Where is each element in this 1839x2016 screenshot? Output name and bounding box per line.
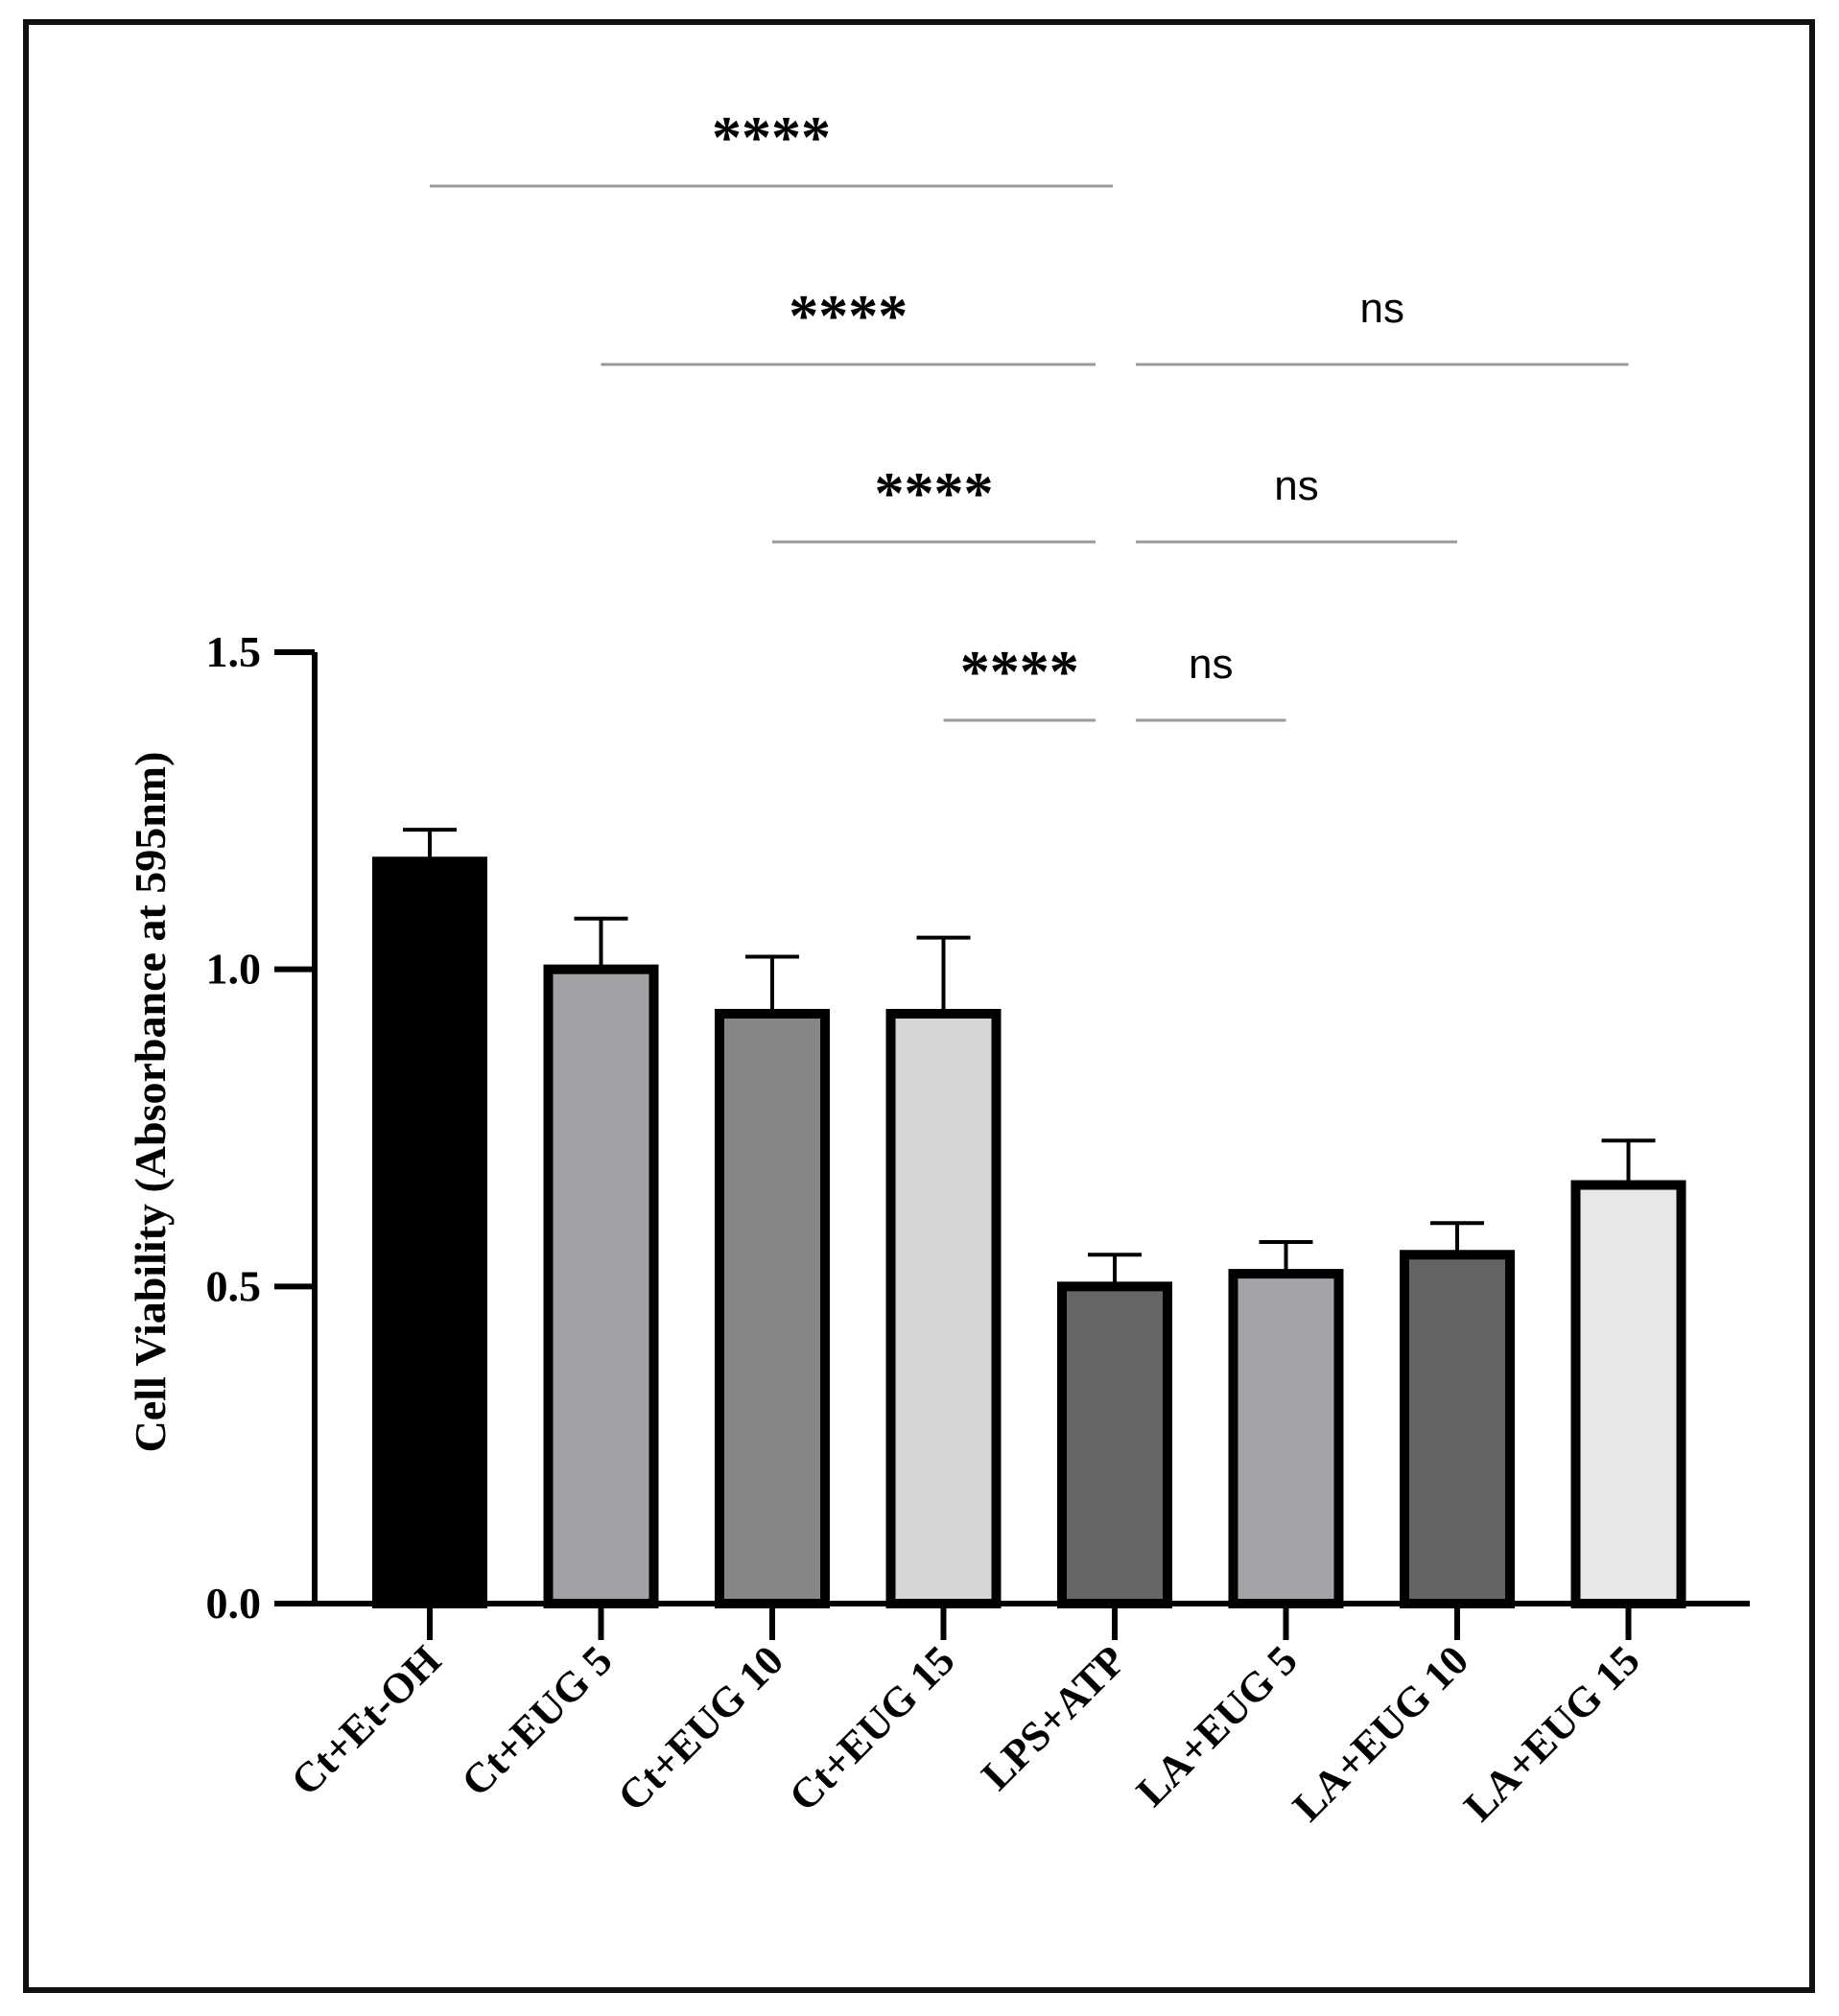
significance-label-stars: ****: [712, 105, 831, 171]
significance-layer: **** **** **** **** ns ns ns: [430, 105, 1629, 722]
bar-6: [1228, 1269, 1344, 1609]
x-tick-label: LA+EUG 10: [1284, 1636, 1477, 1830]
bars-layer: [372, 856, 1686, 1609]
x-tick-label: Ct+EUG 15: [780, 1636, 964, 1820]
y-tick-label: 0.0: [206, 1579, 262, 1628]
error-bars-layer: [403, 828, 1656, 1287]
x-tick-label: LA+EUG 15: [1455, 1636, 1649, 1830]
x-tick-label: Ct+EUG 10: [609, 1636, 793, 1820]
x-tick-label: Ct+EUG 5: [453, 1636, 622, 1805]
significance-label-stars: ****: [960, 640, 1079, 705]
y-tick-label: 0.5: [206, 1261, 262, 1310]
bar-2: [543, 964, 659, 1608]
bar-1: [372, 856, 487, 1608]
significance-label-ns: ns: [1274, 462, 1318, 509]
significance-label-ns: ns: [1189, 641, 1233, 688]
y-tick-label: 1.0: [206, 945, 262, 994]
x-tick-label: LPS+ATP: [973, 1636, 1135, 1798]
figure-frame: [23, 19, 1815, 1993]
significance-label-stars: ****: [789, 284, 908, 349]
x-tick-label: Ct+Et-OH: [282, 1636, 450, 1804]
x-tick-label: LA+EUG 5: [1127, 1636, 1306, 1815]
y-tick-label: 1.5: [206, 627, 262, 676]
bar-4: [885, 1008, 1002, 1608]
significance-label-stars: ****: [875, 461, 994, 527]
bar-7: [1400, 1250, 1515, 1609]
bar-3: [715, 1008, 830, 1608]
bar-8: [1570, 1180, 1686, 1609]
axes-layer: [274, 652, 1750, 1606]
bar-5: [1057, 1281, 1172, 1609]
y-ticks-layer: 0.0 0.5 1.0 1.5: [206, 627, 315, 1628]
y-axis-label: Cell Viability (Absorbance at 595nm): [126, 752, 175, 1453]
significance-label-ns: ns: [1360, 285, 1404, 332]
